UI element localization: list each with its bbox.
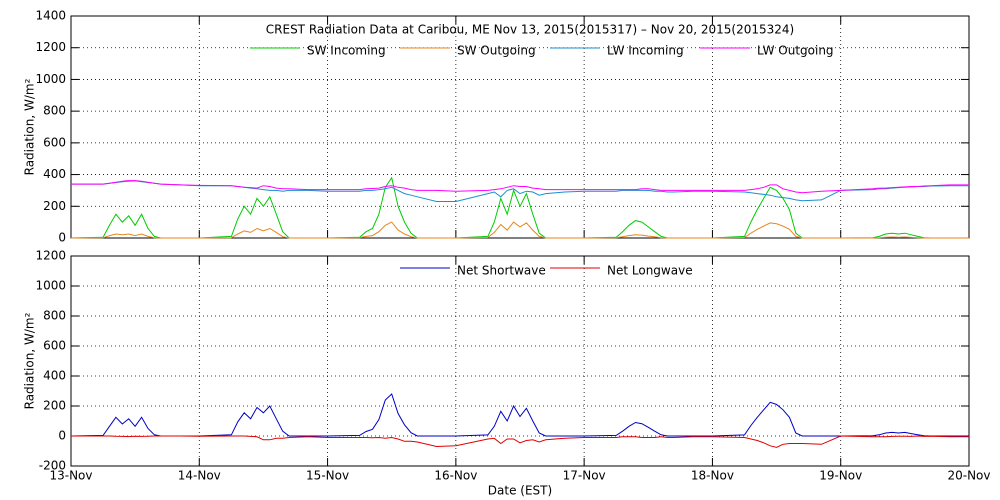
y-tick-label: 800 xyxy=(43,104,66,118)
x-tick-label: 14-Nov xyxy=(178,469,221,483)
series-line xyxy=(70,393,969,437)
series-line xyxy=(71,180,969,202)
y-tick-label: 600 xyxy=(43,135,66,149)
legend-label: SW Incoming xyxy=(307,44,386,58)
y-tick-label: 0 xyxy=(58,429,66,443)
y-tick-label: 600 xyxy=(43,339,66,353)
x-tick-label: 13-Nov xyxy=(49,469,92,483)
legend-label: LW Outgoing xyxy=(757,44,834,58)
x-tick-label: 16-Nov xyxy=(434,469,477,483)
legend-label: SW Outgoing xyxy=(457,44,536,58)
y-tick-label: 1200 xyxy=(35,40,66,54)
y-tick-label: 1000 xyxy=(35,279,66,293)
legend-label: Net Longwave xyxy=(607,264,693,278)
y-tick-label: 400 xyxy=(43,369,66,383)
y-axis-label: Radiation, W/m² xyxy=(23,78,37,175)
x-tick-label: 15-Nov xyxy=(306,469,349,483)
x-tick-label: 20-Nov xyxy=(947,469,990,483)
chart-title: CREST Radiation Data at Caribou, ME Nov … xyxy=(266,23,794,37)
y-axis-label: Radiation, W/m² xyxy=(23,312,37,409)
y-tick-label: 1200 xyxy=(35,249,66,263)
series-line xyxy=(71,435,969,448)
series-line xyxy=(71,180,969,194)
x-tick-label: 19-Nov xyxy=(819,469,862,483)
y-tick-label: 0 xyxy=(58,231,66,245)
legend-label: LW Incoming xyxy=(607,44,684,58)
plot-frame xyxy=(70,255,970,467)
y-tick-label: -200 xyxy=(39,459,66,473)
y-tick-label: 400 xyxy=(43,167,66,181)
y-tick-label: 800 xyxy=(43,309,66,323)
x-tick-label: 18-Nov xyxy=(691,469,734,483)
legend-label: Net Shortwave xyxy=(457,264,546,278)
y-tick-label: 200 xyxy=(43,199,66,213)
x-axis-label: Date (EST) xyxy=(488,484,552,498)
y-tick-label: 200 xyxy=(43,399,66,413)
y-tick-label: 1000 xyxy=(35,72,66,86)
series-line xyxy=(70,221,969,239)
y-tick-label: 1400 xyxy=(35,9,66,23)
x-tick-label: 17-Nov xyxy=(563,469,606,483)
